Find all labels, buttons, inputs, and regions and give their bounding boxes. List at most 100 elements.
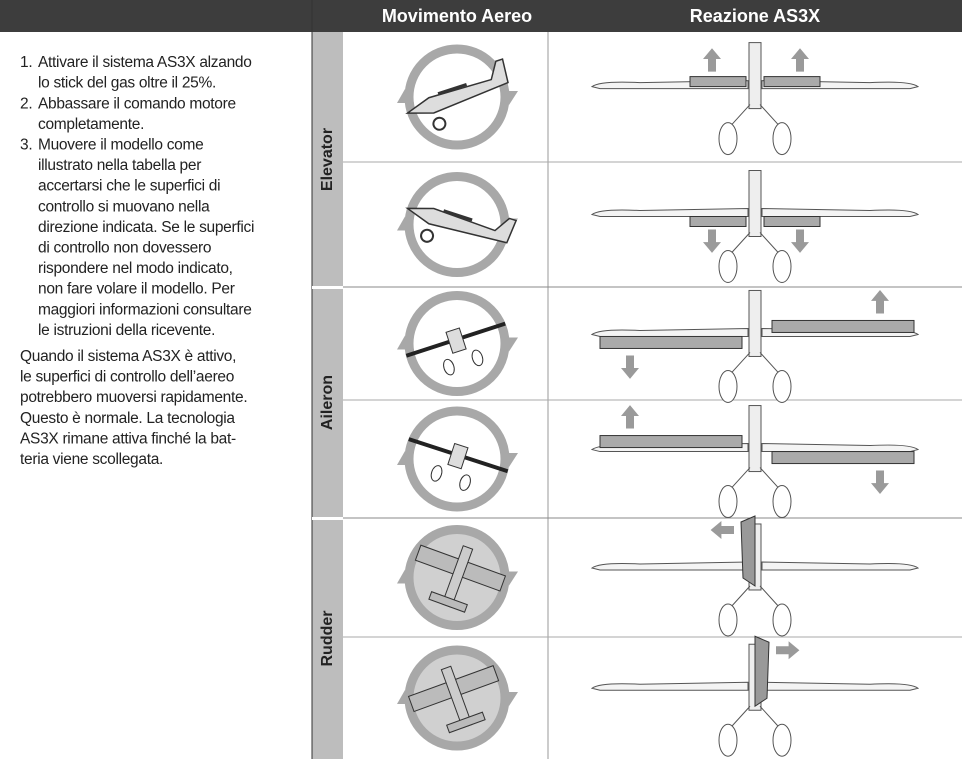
list-text: completamente.	[38, 116, 144, 133]
ring-arrowhead	[501, 337, 518, 352]
wheel	[443, 358, 455, 376]
aileron	[599, 335, 743, 349]
group-label: Aileron	[319, 375, 336, 430]
fuselage	[748, 42, 762, 110]
gear	[729, 585, 781, 609]
wheel	[718, 723, 738, 757]
header-bar	[0, 0, 962, 32]
wing	[443, 209, 473, 222]
list-text: Abbassare il comando motore	[38, 95, 236, 112]
tail	[428, 591, 468, 613]
group-label: Rudder	[319, 611, 336, 667]
list-text: illustrato nella tabella per	[38, 157, 201, 174]
aileron	[771, 319, 915, 333]
ring-arrowhead	[501, 91, 518, 105]
wheel	[718, 250, 738, 283]
ring-arrowhead	[397, 569, 414, 584]
ring-arrowhead	[501, 571, 518, 586]
elevator	[689, 76, 747, 88]
movement-illustration	[397, 525, 518, 630]
wing	[437, 82, 468, 96]
movement-illustration	[397, 645, 518, 751]
note-text: Questo è normale. La tecnologia	[20, 410, 235, 427]
rudder	[740, 515, 756, 587]
reaction-illustration	[590, 289, 920, 403]
gear	[729, 467, 781, 490]
arrow	[871, 470, 889, 494]
arrow	[621, 405, 639, 429]
ring-arrowhead	[397, 216, 414, 231]
wheel	[432, 116, 447, 131]
aileron	[599, 435, 743, 449]
arrow	[871, 290, 889, 314]
wheel	[420, 228, 435, 243]
rudder	[754, 635, 770, 708]
note-text: AS3X rimane attiva finché la bat-	[20, 430, 236, 447]
aileron	[771, 451, 915, 465]
list-number: 1.	[20, 54, 32, 71]
arrow	[621, 355, 639, 379]
plane-top	[407, 665, 500, 734]
fuselage	[447, 442, 469, 470]
reaction-illustration	[590, 170, 920, 283]
list-text: non fare volare il modello. Per	[38, 281, 235, 298]
wheel	[772, 369, 792, 403]
arrow	[791, 48, 809, 72]
wheel	[772, 723, 792, 757]
gear	[729, 104, 781, 127]
note-text: Quando il sistema AS3X è attivo,	[20, 348, 236, 365]
wheel	[718, 122, 738, 156]
fuselage	[748, 289, 762, 357]
fuselage	[445, 327, 467, 354]
header-title: Movimento Aereo	[382, 6, 532, 26]
list-text: Attivare il sistema AS3X alzando	[38, 54, 252, 71]
list-text: Muovere il modello come	[38, 136, 203, 153]
gear	[729, 352, 781, 375]
gear	[729, 705, 781, 729]
ring-arrowhead	[397, 89, 414, 103]
group-gap	[312, 286, 343, 289]
wheel	[772, 250, 792, 283]
movement-illustration	[397, 406, 518, 512]
reaction-illustration	[590, 515, 920, 637]
note-text: teria viene scollegata.	[20, 451, 163, 468]
wheel	[772, 122, 792, 156]
list-text: accertarsi che le superfici di	[38, 178, 220, 195]
wing	[590, 207, 920, 217]
wheel	[772, 603, 792, 637]
list-number: 2.	[20, 95, 32, 112]
ring-arrowhead	[501, 692, 518, 706]
movement-illustration	[397, 172, 518, 277]
wheel	[718, 485, 738, 519]
arrow	[710, 520, 734, 539]
plane-side	[405, 207, 518, 244]
wheel	[430, 465, 443, 482]
arrow	[776, 641, 800, 660]
ring-arrowhead	[397, 335, 414, 350]
list-text: lo stick del gas oltre il 25%.	[38, 75, 216, 92]
elevator	[763, 216, 821, 227]
gear	[729, 232, 781, 255]
ring-arrowhead	[501, 453, 518, 467]
plane-top	[414, 544, 507, 613]
wheel	[718, 369, 738, 403]
plane-side	[405, 58, 509, 131]
fuselage	[748, 170, 762, 237]
list-number: 3.	[20, 136, 32, 153]
movement-illustration	[397, 291, 518, 396]
note-text: potrebbero muoversi rapidamente.	[20, 389, 247, 406]
list-text: direzione indicata. Se le superfici	[38, 219, 254, 236]
tail	[446, 711, 486, 734]
plane-front	[405, 321, 506, 376]
movement-illustration	[397, 44, 518, 150]
fuselage	[748, 405, 762, 473]
ring-arrowhead	[397, 451, 414, 465]
wheel	[459, 474, 471, 491]
wheel	[718, 603, 738, 637]
reaction-illustration	[590, 42, 920, 156]
wheel	[772, 485, 792, 519]
group-column	[312, 32, 343, 759]
list-text: controllo si muovano nella	[38, 198, 210, 215]
arrow	[703, 229, 721, 253]
